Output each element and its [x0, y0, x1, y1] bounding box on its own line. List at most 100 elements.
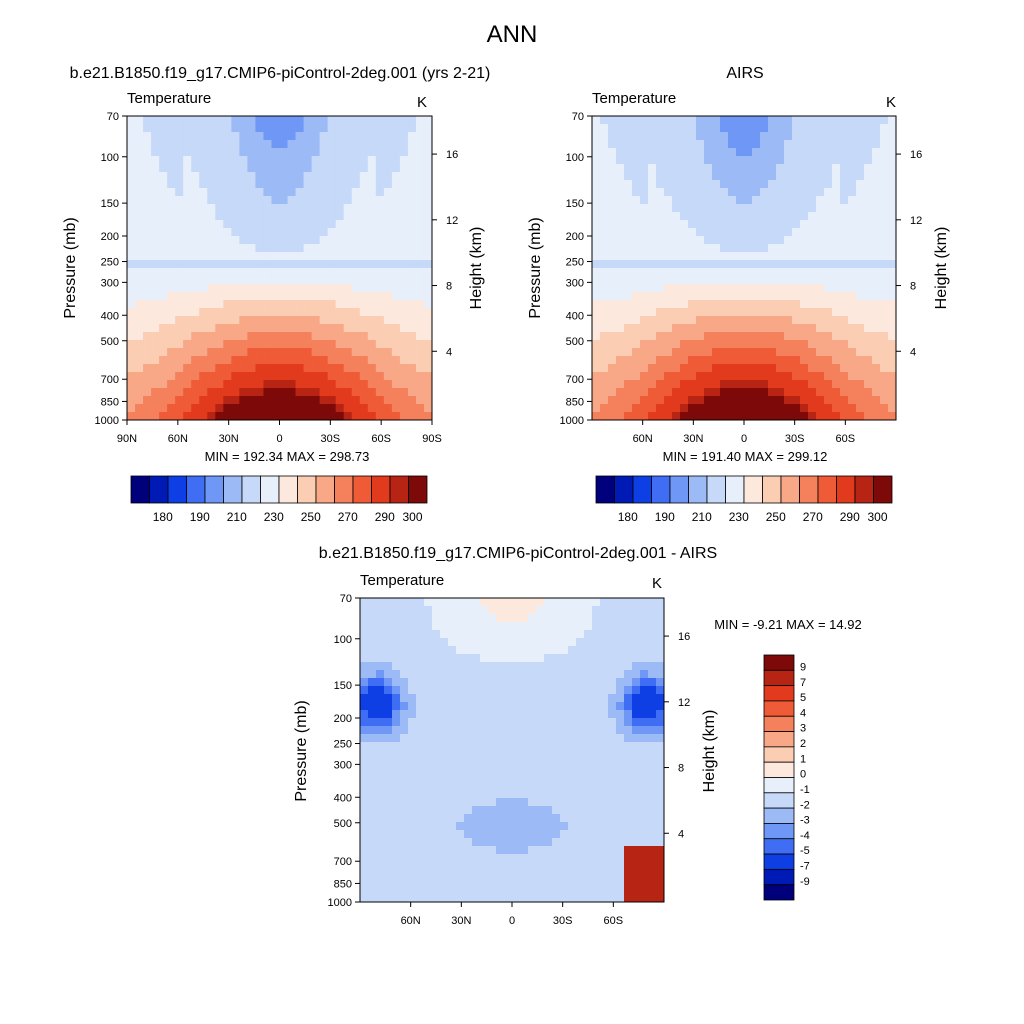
contour-cell	[848, 364, 857, 373]
contour-cell	[295, 324, 304, 333]
contour-cell	[375, 132, 385, 141]
contour-cell	[672, 140, 681, 149]
contour-cell	[255, 116, 264, 125]
contour-cell	[384, 774, 393, 783]
contour-cell	[648, 894, 657, 903]
contour-cell	[360, 734, 369, 743]
contour-cell	[792, 204, 801, 213]
contour-cell	[816, 412, 825, 421]
contour-cell	[880, 292, 889, 301]
contour-cell	[255, 132, 264, 141]
contour-cell	[231, 412, 240, 421]
contour-cell	[231, 364, 240, 373]
contour-cell	[592, 276, 601, 285]
contour-cell	[848, 412, 857, 421]
contour-cell	[704, 396, 713, 405]
contour-cell	[440, 742, 449, 751]
contour-cell	[391, 332, 401, 341]
contour-cell	[383, 268, 393, 277]
contour-cell	[616, 862, 625, 871]
contour-cell	[824, 124, 833, 133]
contour-cell	[536, 782, 545, 791]
contour-cell	[199, 228, 208, 237]
contour-cell	[768, 212, 777, 221]
contour-cell	[720, 404, 729, 413]
contour-cell	[263, 204, 272, 213]
contour-cell	[303, 308, 313, 317]
contour-cell	[880, 316, 889, 325]
contour-cell	[367, 268, 377, 277]
contour-cell	[359, 412, 369, 421]
contour-cell	[680, 308, 689, 317]
contour-cell	[175, 388, 184, 397]
colorbar-label: 210	[692, 510, 712, 524]
contour-cell	[752, 404, 761, 413]
contour-cell	[295, 188, 304, 197]
contour-cell	[864, 124, 873, 133]
contour-cell	[720, 388, 729, 397]
contour-cell	[656, 380, 665, 389]
contour-cell	[135, 140, 144, 149]
colorbar-swatch	[763, 868, 795, 886]
contour-cell	[648, 316, 657, 325]
contour-cell	[656, 750, 665, 759]
contour-cell	[608, 854, 617, 863]
contour-cell	[480, 846, 489, 855]
contour-cell	[407, 372, 417, 381]
contour-cell	[840, 268, 849, 277]
contour-cell	[600, 694, 609, 703]
contour-cell	[592, 332, 601, 341]
contour-cell	[311, 236, 321, 245]
contour-cell	[383, 244, 393, 253]
contour-cell	[616, 140, 625, 149]
contour-cell	[744, 308, 753, 317]
contour-cell	[624, 598, 633, 607]
contour-cell	[840, 228, 849, 237]
contour-cell	[648, 774, 657, 783]
contour-cell	[720, 300, 729, 309]
contour-cell	[383, 300, 393, 309]
contour-cell	[560, 694, 569, 703]
contour-cell	[239, 372, 248, 381]
contour-cell	[736, 356, 745, 365]
contour-cell	[776, 348, 785, 357]
contour-cell	[504, 830, 513, 839]
contour-cell	[576, 678, 585, 687]
contour-cell	[520, 894, 529, 903]
contour-cell	[311, 252, 321, 261]
contour-cell	[640, 726, 649, 735]
contour-cell	[840, 348, 849, 357]
contour-cell	[287, 388, 296, 397]
contour-cell	[536, 678, 545, 687]
contour-cell	[159, 172, 168, 181]
contour-cell	[319, 204, 329, 213]
contour-cell	[832, 300, 841, 309]
contour-cell	[584, 894, 593, 903]
contour-cell	[624, 606, 633, 615]
contour-cell	[127, 292, 136, 301]
contour-cell	[303, 276, 313, 285]
contour-cell	[271, 340, 280, 349]
contour-cell	[648, 332, 657, 341]
contour-cell	[343, 348, 353, 357]
contour-cell	[392, 854, 401, 863]
contour-cell	[391, 388, 401, 397]
contour-cell	[464, 598, 473, 607]
contour-cell	[736, 196, 745, 205]
contour-cell	[496, 654, 505, 663]
contour-cell	[423, 244, 433, 253]
contour-cell	[327, 380, 337, 389]
contour-cell	[343, 204, 353, 213]
contour-cell	[856, 348, 865, 357]
contour-cell	[568, 774, 577, 783]
contour-cell	[319, 388, 329, 397]
panel-title: AIRS	[726, 65, 763, 82]
contour-cell	[840, 220, 849, 229]
contour-cell	[544, 798, 553, 807]
contour-cell	[776, 300, 785, 309]
contour-cell	[688, 356, 697, 365]
contour-cell	[496, 838, 505, 847]
contour-cell	[880, 260, 889, 269]
contour-cell	[648, 838, 657, 847]
contour-cell	[143, 268, 152, 277]
